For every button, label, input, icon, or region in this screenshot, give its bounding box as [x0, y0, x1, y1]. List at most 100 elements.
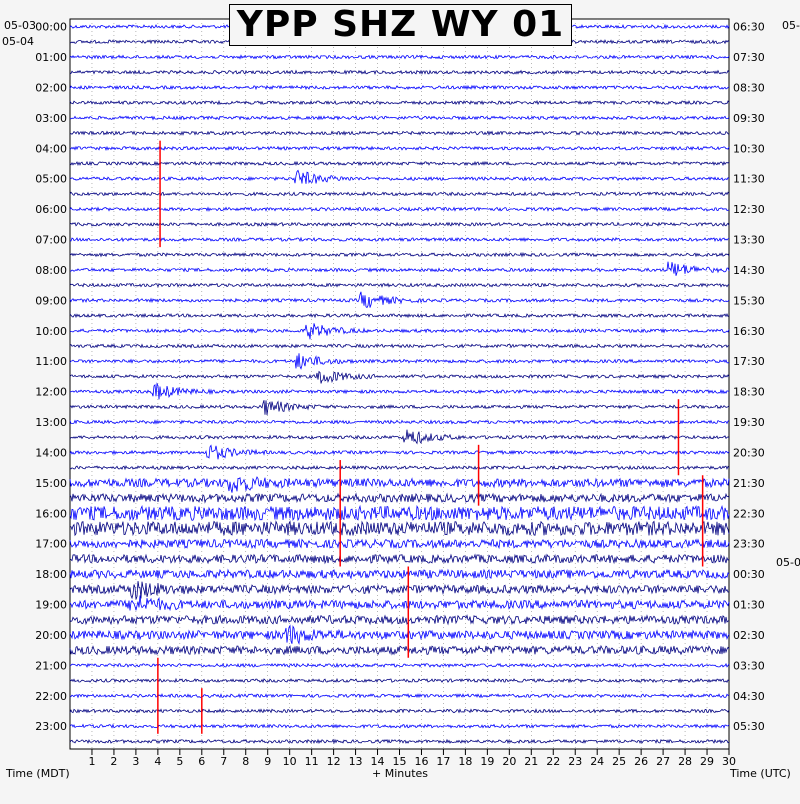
- x-tick-label-7: 7: [220, 755, 227, 768]
- right-hour-label: 14:30: [733, 264, 765, 277]
- left-hour-label: 00:00: [35, 21, 67, 34]
- trace-row-18: [69, 291, 730, 309]
- x-tick-label-30: 30: [722, 755, 736, 768]
- trace-row-47: [69, 738, 730, 745]
- trace-row-17: [69, 282, 730, 288]
- trace-row-37: [69, 581, 730, 600]
- left-hour-label: 07:00: [35, 234, 67, 247]
- x-tick-label-13: 13: [349, 755, 363, 768]
- right-hour-label: 02:30: [733, 629, 765, 642]
- x-tick-label-18: 18: [458, 755, 472, 768]
- x-tick-label-26: 26: [634, 755, 648, 768]
- trace-row-11: [69, 191, 730, 197]
- left-hour-label: 02:00: [35, 81, 67, 94]
- trace-row-28: [69, 444, 730, 460]
- left-hour-label: 18:00: [35, 568, 67, 581]
- left-hour-label: 09:00: [35, 294, 67, 307]
- trace-row-9: [69, 160, 730, 167]
- trace-row-21: [69, 343, 730, 349]
- trace-row-32: [69, 504, 730, 522]
- right-hour-label: 16:30: [733, 325, 765, 338]
- right-hour-label: 10:30: [733, 142, 765, 155]
- trace-row-16: [69, 261, 730, 276]
- trace-row-44: [69, 693, 730, 699]
- right-hour-label: 19:30: [733, 416, 765, 429]
- x-tick-label-8: 8: [242, 755, 249, 768]
- left-hour-label: 10:00: [35, 325, 67, 338]
- right-hour-label: 20:30: [733, 446, 765, 459]
- left-hour-label: 04:00: [35, 142, 67, 155]
- trace-row-25: [69, 400, 730, 416]
- x-tick-label-15: 15: [393, 755, 407, 768]
- trace-row-31: [69, 492, 730, 504]
- right-hour-label: 23:30: [733, 538, 765, 551]
- right-next-date: 05-05: [776, 556, 800, 569]
- right-hour-label: 09:30: [733, 112, 765, 125]
- trace-row-3: [69, 69, 730, 76]
- trace-row-30: [69, 476, 730, 493]
- left-hour-label: 08:00: [35, 264, 67, 277]
- right-hour-label: 08:30: [733, 81, 765, 94]
- trace-row-40: [69, 624, 730, 645]
- x-tick-label-22: 22: [546, 755, 560, 768]
- x-tick-label-10: 10: [283, 755, 297, 768]
- left-hour-label: 15:00: [35, 477, 67, 490]
- x-tick-label-14: 14: [371, 755, 385, 768]
- x-tick-label-5: 5: [176, 755, 183, 768]
- x-tick-label-20: 20: [502, 755, 516, 768]
- trace-row-5: [69, 99, 730, 106]
- left-hour-label: 22:00: [35, 690, 67, 703]
- trace-row-46: [69, 723, 730, 729]
- left-hour-label: 14:00: [35, 446, 67, 459]
- left-start-date: 05-03: [4, 19, 36, 32]
- left-hour-label: 17:00: [35, 538, 67, 551]
- trace-row-29: [69, 464, 730, 471]
- trace-row-20: [69, 323, 730, 340]
- x-tick-label-29: 29: [700, 755, 714, 768]
- left-date: 05-04: [2, 35, 34, 48]
- trace-row-23: [69, 370, 730, 384]
- x-tick-label-1: 1: [88, 755, 95, 768]
- trace-row-8: [69, 145, 730, 151]
- left-hour-label: 21:00: [35, 659, 67, 672]
- trace-row-22: [69, 353, 729, 370]
- left-hour-label: 05:00: [35, 173, 67, 186]
- x-tick-label-9: 9: [264, 755, 271, 768]
- trace-row-12: [69, 206, 730, 212]
- right-hour-label: 12:30: [733, 203, 765, 216]
- right-hour-label: 07:30: [733, 51, 765, 64]
- right-hour-label: 15:30: [733, 294, 765, 307]
- trace-row-39: [69, 614, 730, 626]
- trace-row-33: [69, 520, 730, 537]
- x-axis-title: + Minutes: [372, 767, 429, 780]
- x-tick-label-3: 3: [132, 755, 139, 768]
- x-tick-label-19: 19: [480, 755, 494, 768]
- trace-row-41: [69, 644, 730, 656]
- left-hour-label: 11:00: [35, 355, 67, 368]
- trace-row-4: [69, 84, 730, 91]
- right-date: 05-04: [782, 19, 800, 32]
- left-hour-label: 01:00: [35, 51, 67, 64]
- right-hour-label: 17:30: [733, 355, 765, 368]
- left-axis-title: Time (MDT): [6, 767, 70, 780]
- trace-row-26: [69, 419, 730, 425]
- x-tick-label-25: 25: [612, 755, 626, 768]
- trace-row-6: [69, 115, 730, 121]
- trace-row-7: [69, 130, 730, 136]
- left-hour-label: 19:00: [35, 599, 67, 612]
- trace-row-2: [69, 54, 730, 60]
- trace-row-15: [69, 251, 730, 258]
- left-hour-label: 12:00: [35, 386, 67, 399]
- trace-row-36: [69, 568, 730, 580]
- left-hour-label: 16:00: [35, 507, 67, 520]
- trace-row-19: [69, 312, 730, 319]
- right-hour-label: 18:30: [733, 386, 765, 399]
- x-tick-label-11: 11: [305, 755, 319, 768]
- x-tick-label-4: 4: [154, 755, 161, 768]
- trace-row-35: [69, 553, 730, 565]
- trace-row-27: [69, 429, 730, 445]
- trace-row-42: [69, 662, 730, 668]
- x-tick-label-2: 2: [110, 755, 117, 768]
